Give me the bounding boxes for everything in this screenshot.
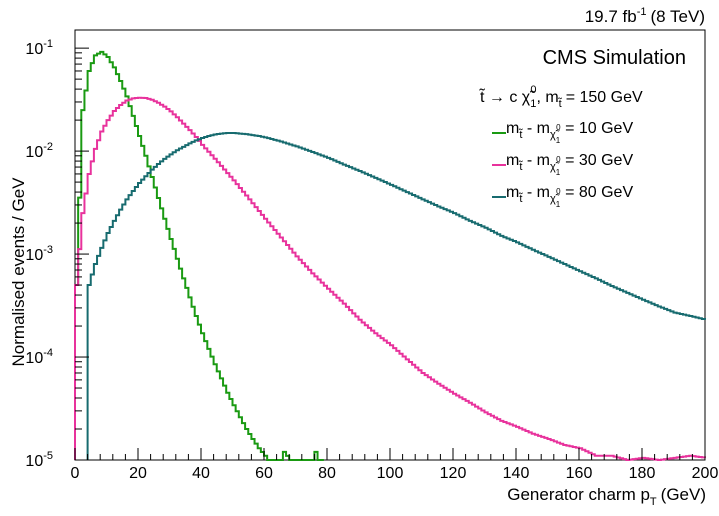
- legend-label-part: t̃: [518, 192, 523, 205]
- lumi-value: 19.7 fb: [585, 7, 637, 26]
- legend-header-left: t̃ → c χ̃: [478, 87, 536, 106]
- legend-header-left-sub: 1: [530, 98, 536, 110]
- legend-label-part: 0: [556, 123, 561, 132]
- x-tick-label: 120: [440, 465, 467, 482]
- legend-label-part: t̃: [518, 128, 523, 141]
- x-tick-label: 60: [255, 465, 273, 482]
- x-tick-label: 20: [129, 465, 147, 482]
- legend-label-part: = 30 GeV: [561, 152, 634, 169]
- y-tick-base: 10: [25, 144, 43, 161]
- legend-label-part: χ̃: [550, 129, 560, 141]
- legend-label-part: 1: [556, 168, 561, 177]
- x-axis-title-main: Generator charm p: [507, 485, 650, 504]
- lumi-energy: (8 TeV): [651, 7, 706, 26]
- y-tick-label: 10-2: [25, 141, 53, 161]
- legend-label-part: m: [506, 120, 519, 137]
- legend-label-2: mt̃ - mχ̃1 0 = 30 GeV: [506, 152, 633, 177]
- y-tick-label: 10-3: [25, 244, 53, 264]
- x-axis-title-unit: (GeV): [661, 485, 706, 504]
- series-line-3: [86, 131, 706, 460]
- x-tick-label: 200: [692, 465, 719, 482]
- lumi-label: 19.7 fb-1 (8 TeV): [585, 6, 705, 26]
- y-tick-exp: -2: [43, 141, 53, 153]
- legend-label-part: t̃: [518, 160, 523, 173]
- x-axis-title-sub: T: [650, 496, 657, 508]
- legend-label-part: = 80 GeV: [561, 184, 634, 201]
- chart-header: CMS Simulation: [543, 47, 686, 69]
- legend-label-part: 1: [556, 136, 561, 145]
- lumi-sup: -1: [637, 6, 647, 18]
- legend-header-left-sup: 0: [530, 84, 536, 96]
- legend-label-3: mt̃ - mχ̃1 0 = 80 GeV: [506, 184, 633, 209]
- x-tick-label: 160: [566, 465, 593, 482]
- legend-label-part: - m: [522, 184, 550, 201]
- x-tick-label: 40: [192, 465, 210, 482]
- series-line-2: [74, 96, 706, 461]
- x-tick-label: 140: [503, 465, 530, 482]
- y-tick-exp: -1: [43, 38, 53, 50]
- x-axis-title: Generator charm pT (GeV): [507, 485, 706, 508]
- legend-label-part: = 10 GeV: [561, 120, 634, 137]
- legend-label-part: χ̃: [550, 161, 560, 173]
- y-tick-exp: -4: [43, 347, 53, 359]
- y-tick-label: 10-5: [25, 450, 53, 470]
- x-tick-label: 80: [318, 465, 336, 482]
- y-tick-base: 10: [25, 41, 43, 58]
- legend-label-part: m: [506, 152, 519, 169]
- legend-label-1: mt̃ - mχ̃1 0 = 10 GeV: [506, 120, 633, 145]
- y-tick-exp: -5: [43, 450, 53, 462]
- y-tick-exp: -3: [43, 244, 53, 256]
- axis-layer: 0 20 40 60 80 100 120 140 160 180 20010-510-410-31…: [25, 38, 718, 482]
- x-tick-label: 180: [629, 465, 656, 482]
- y-tick-label: 10-1: [25, 38, 53, 58]
- legend-header-value: = 150 GeV: [566, 89, 643, 106]
- legend-label-part: 0: [556, 155, 561, 164]
- y-tick-base: 10: [25, 453, 43, 470]
- legend-label-part: χ̃: [550, 193, 560, 205]
- x-tick-label: 100: [377, 465, 404, 482]
- y-tick-base: 10: [25, 247, 43, 264]
- legend-label-part: 1: [556, 200, 561, 209]
- series-line-1: [74, 50, 324, 461]
- legend-header-right: , m: [536, 89, 558, 106]
- y-tick-label: 10-4: [25, 347, 53, 367]
- x-tick-label: 0: [71, 465, 80, 482]
- series-layer: [74, 50, 706, 461]
- legend-label-part: 0: [556, 187, 561, 196]
- legend-label-part: m: [506, 184, 519, 201]
- legend-label-part: - m: [522, 152, 550, 169]
- legend-header: t̃ → c χ̃1 0, mt̃ = 150 GeV: [478, 84, 643, 110]
- legend-label-part: - m: [522, 120, 550, 137]
- y-axis-title: Normalised events / GeV: [9, 177, 28, 367]
- y-tick-base: 10: [25, 350, 43, 367]
- legend-header-right-sub: t̃: [557, 97, 562, 110]
